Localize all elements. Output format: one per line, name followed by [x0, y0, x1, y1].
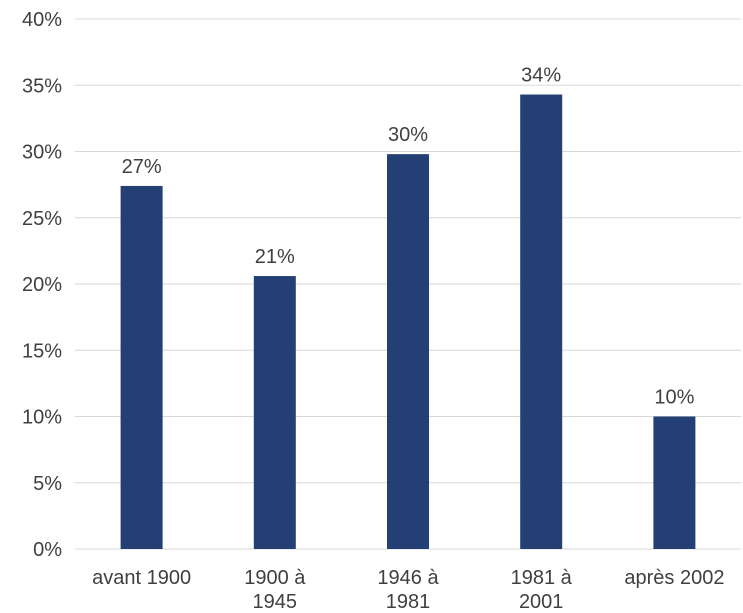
bar	[120, 185, 163, 549]
category-label: 1900 à 1945	[244, 567, 306, 613]
y-tick-label: 25%	[22, 208, 62, 230]
y-tick-label: 30%	[22, 142, 62, 164]
y-tick-label: 5%	[33, 473, 62, 495]
category-label-line: 1900 à	[244, 567, 306, 589]
y-tick-label: 35%	[22, 75, 62, 97]
bar	[387, 154, 429, 549]
data-labels: 27% 21% 30% 34% 10%	[122, 65, 695, 409]
category-label-line: 2001	[519, 591, 564, 613]
category-label-line: 1981 à	[511, 567, 573, 589]
data-label: 27%	[122, 156, 162, 178]
data-label: 10%	[654, 387, 694, 409]
category-label-line: 1945	[253, 591, 298, 613]
y-tick-label: 0%	[33, 539, 62, 561]
y-tick-label: 15%	[22, 340, 62, 362]
category-label-line: après 2002	[624, 567, 724, 589]
bar	[520, 94, 563, 550]
y-axis-tick-labels: 0% 5% 10% 15% 20% 25% 30% 35% 40%	[22, 9, 62, 561]
category-label-line: 1946 à	[377, 567, 439, 589]
y-tick-label: 20%	[22, 274, 62, 296]
y-tick-label: 40%	[22, 9, 62, 31]
bar	[653, 416, 696, 549]
data-label: 34%	[521, 65, 561, 87]
category-label: 1946 à 1981	[377, 567, 439, 613]
y-tick-label: 10%	[22, 407, 62, 429]
data-label: 30%	[388, 124, 428, 146]
bar	[253, 276, 296, 549]
category-label: 1981 à 2001	[511, 567, 573, 613]
category-label-line: avant 1900	[92, 567, 191, 589]
category-label: avant 1900	[92, 567, 191, 589]
data-label: 21%	[255, 246, 295, 268]
category-label-line: 1981	[386, 591, 431, 613]
bars	[120, 94, 696, 550]
category-label: après 2002	[624, 567, 724, 589]
x-axis-category-labels: avant 1900 1900 à 1945 1946 à 1981 1981 à 2001…	[92, 567, 724, 613]
